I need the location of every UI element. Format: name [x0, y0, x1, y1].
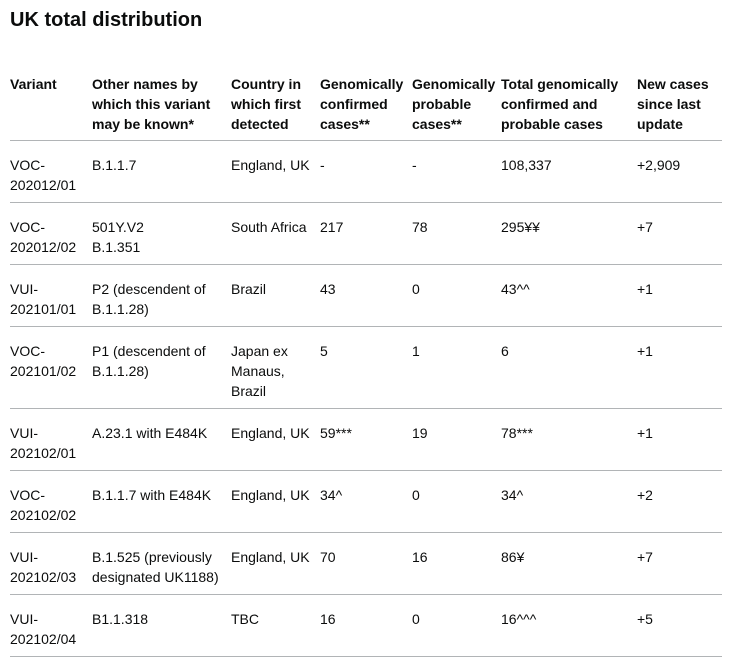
page-title: UK total distribution [10, 9, 203, 31]
cell-variant: VOC-202012/02 [10, 202, 92, 265]
cell-country: England, UK [231, 470, 320, 533]
column-header-other-names: Other names by which this variant may be… [92, 74, 231, 141]
cell-country: England, UK [231, 532, 320, 595]
cell-new-cases: +1 [637, 326, 722, 409]
column-header-confirmed-cases: Genomically confirmed cases** [320, 74, 412, 141]
table-row: VOC-202101/02 P1 (descendent of B.1.1.28… [10, 326, 722, 409]
cell-probable: 19 [412, 408, 501, 471]
cell-total: 16^^^ [501, 594, 637, 657]
cell-probable: 16 [412, 532, 501, 595]
cell-new-cases: +1 [637, 264, 722, 327]
column-header-variant: Variant [10, 74, 92, 141]
cell-other-names: B1.1.318 [92, 594, 231, 657]
cell-new-cases: +7 [637, 202, 722, 265]
cell-total: 43^^ [501, 264, 637, 327]
cell-confirmed: 70 [320, 532, 412, 595]
table-header-row: Variant Other names by which this varian… [10, 74, 722, 141]
cell-variant: VUI-202102/04 [10, 594, 92, 657]
cell-probable: 0 [412, 470, 501, 533]
cell-variant: VOC-202102/02 [10, 470, 92, 533]
table-row: VUI-202102/01 A.23.1 with E484K England,… [10, 408, 722, 471]
cell-variant: VUI-202102/03 [10, 532, 92, 595]
cell-probable: 0 [412, 264, 501, 327]
column-header-total-cases: Total genomically confirmed and probable… [501, 74, 637, 141]
table-row: VOC-202012/02 501Y.V2 B.1.351 South Afri… [10, 202, 722, 265]
table-row: VUI-202101/01 P2 (descendent of B.1.1.28… [10, 264, 722, 327]
cell-other-names: 501Y.V2 B.1.351 [92, 202, 231, 265]
cell-total: 34^ [501, 470, 637, 533]
cell-probable: 0 [412, 594, 501, 657]
cell-total: 295¥¥ [501, 202, 637, 265]
cell-probable: 78 [412, 202, 501, 265]
cell-country: Japan ex Manaus, Brazil [231, 326, 320, 409]
cell-country: England, UK [231, 408, 320, 471]
cell-new-cases: +5 [637, 594, 722, 657]
cell-variant: VOC-202012/01 [10, 140, 92, 203]
cell-confirmed: 43 [320, 264, 412, 327]
cell-other-names: B.1.525 (previously designated UK1188) [92, 532, 231, 595]
cell-variant: VUI-202101/01 [10, 264, 92, 327]
cell-country: South Africa [231, 202, 320, 265]
cell-confirmed: 5 [320, 326, 412, 409]
cell-other-names: A.23.1 with E484K [92, 408, 231, 471]
table-row: VUI-202102/04 B1.1.318 TBC 16 0 16^^^ +5 [10, 594, 722, 657]
table-row: VOC-202102/02 B.1.1.7 with E484K England… [10, 470, 722, 533]
cell-variant: VOC-202101/02 [10, 326, 92, 409]
cell-new-cases: +2,909 [637, 140, 722, 203]
cell-country: Brazil [231, 264, 320, 327]
cell-confirmed: - [320, 140, 412, 203]
column-header-new-cases: New cases since last update [637, 74, 722, 141]
cell-total: 78*** [501, 408, 637, 471]
table-row: VUI-202102/03 B.1.525 (previously design… [10, 532, 722, 595]
cell-confirmed: 217 [320, 202, 412, 265]
variants-table: Variant Other names by which this varian… [10, 74, 722, 657]
cell-total: 6 [501, 326, 637, 409]
cell-confirmed: 59*** [320, 408, 412, 471]
cell-country: England, UK [231, 140, 320, 203]
cell-variant: VUI-202102/01 [10, 408, 92, 471]
cell-country: TBC [231, 594, 320, 657]
cell-confirmed: 16 [320, 594, 412, 657]
cell-other-names: P1 (descendent of B.1.1.28) [92, 326, 231, 409]
cell-other-names: B.1.1.7 with E484K [92, 470, 231, 533]
cell-new-cases: +1 [637, 408, 722, 471]
cell-other-names: B.1.1.7 [92, 140, 231, 203]
column-header-probable-cases: Genomically probable cases** [412, 74, 501, 141]
cell-probable: - [412, 140, 501, 203]
cell-total: 108,337 [501, 140, 637, 203]
cell-confirmed: 34^ [320, 470, 412, 533]
cell-other-names: P2 (descendent of B.1.1.28) [92, 264, 231, 327]
cell-probable: 1 [412, 326, 501, 409]
table-row: VOC-202012/01 B.1.1.7 England, UK - - 10… [10, 140, 722, 203]
column-header-country: Country in which first detected [231, 74, 320, 141]
cell-new-cases: +2 [637, 470, 722, 533]
cell-new-cases: +7 [637, 532, 722, 595]
cell-total: 86¥ [501, 532, 637, 595]
